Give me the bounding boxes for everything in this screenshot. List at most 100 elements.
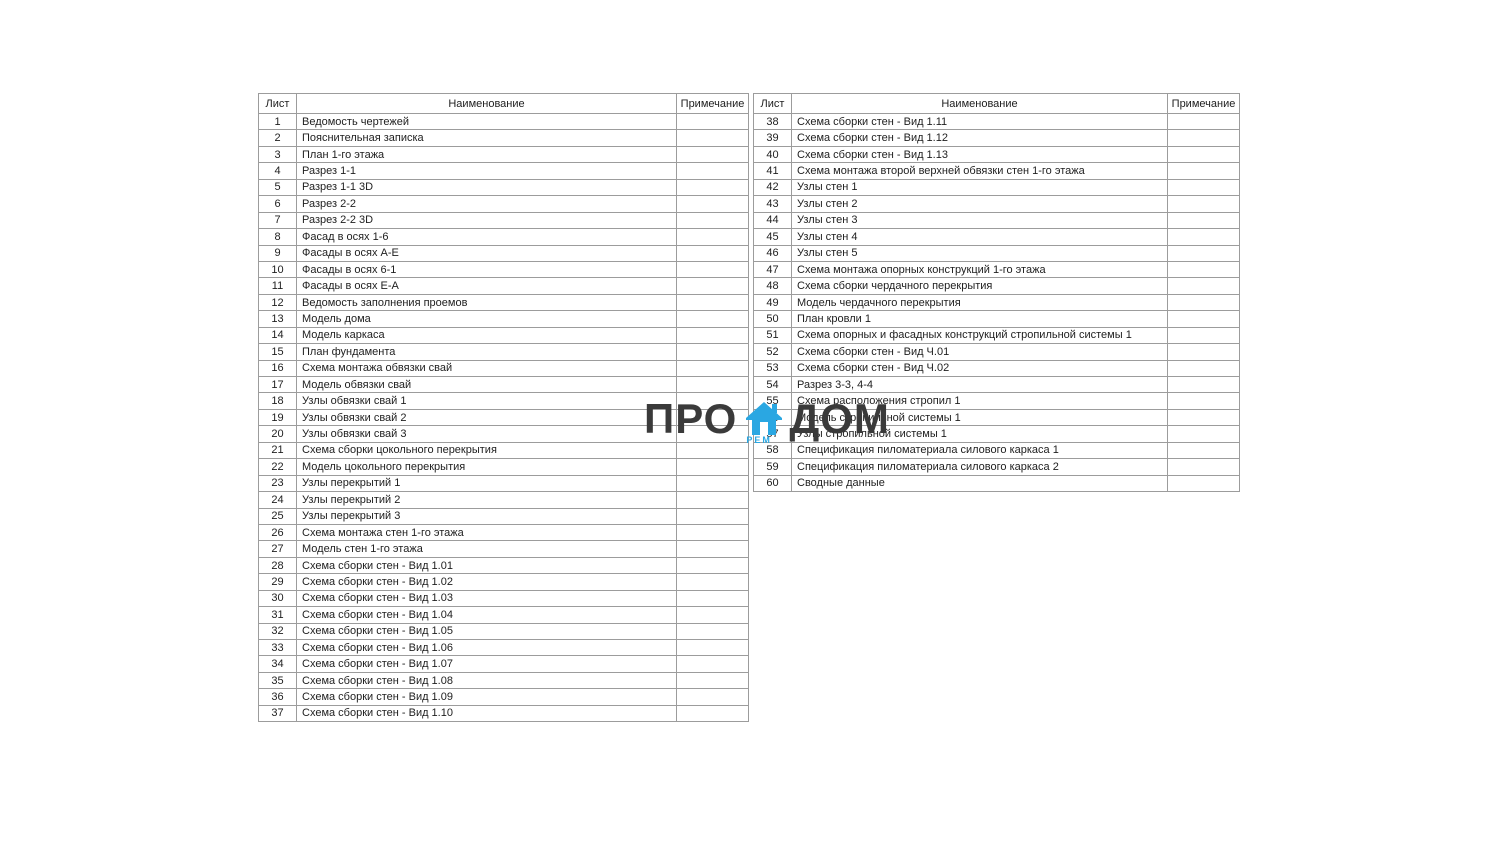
- table-row: 56 Модель стропильной системы 1: [753, 408, 1240, 427]
- table-row: 52 Схема сборки стен - Вид Ч.01: [753, 343, 1240, 361]
- sheet-name-cell: Схема опорных и фасадных конструкций стр…: [791, 326, 1168, 345]
- sheet-note-cell: [676, 277, 749, 295]
- table-row: 8 Фасад в осях 1-6: [258, 228, 749, 246]
- sheet-number-cell: 55: [753, 392, 792, 410]
- sheet-number-cell: 56: [753, 408, 792, 427]
- table-row: 32 Схема сборки стен - Вид 1.05: [258, 622, 749, 641]
- sheet-name-cell: Сводные данные: [791, 474, 1168, 493]
- table-row: 22 Модель цокольного перекрытия: [258, 458, 749, 476]
- sheet-number-cell: 7: [258, 211, 297, 230]
- sheet-name-cell: Схема сборки стен - Вид 1.09: [296, 688, 677, 706]
- sheet-number-cell: 18: [258, 392, 297, 410]
- sheet-note-cell: [1167, 129, 1240, 147]
- sheet-name-cell: Модель каркаса: [296, 326, 677, 345]
- sheet-name-cell: Схема сборки стен - Вид 1.07: [296, 655, 677, 673]
- sheet-note-cell: [1167, 178, 1240, 197]
- sheet-note-cell: [676, 112, 749, 131]
- sheet-number-cell: 60: [753, 474, 792, 493]
- sheet-number-cell: 58: [753, 441, 792, 460]
- sheet-number-cell: 26: [258, 523, 297, 542]
- sheet-note-cell: [676, 540, 749, 558]
- sheet-name-cell: Узлы перекрытий 3: [296, 507, 677, 525]
- sheet-name-cell: Фасад в осях 1-6: [296, 228, 677, 246]
- sheet-number-cell: 59: [753, 458, 792, 476]
- sheet-name-cell: Узлы стен 1: [791, 178, 1168, 197]
- sheet-note-cell: [676, 359, 749, 378]
- table-row: 36 Схема сборки стен - Вид 1.09: [258, 688, 749, 706]
- sheet-name-cell: Спецификация пиломатериала силового карк…: [791, 441, 1168, 460]
- sheet-number-cell: 29: [258, 573, 297, 591]
- sheet-number-cell: 25: [258, 507, 297, 525]
- sheet-name-cell: Схема сборки стен - Вид 1.10: [296, 704, 677, 723]
- sheet-note-cell: [1167, 458, 1240, 476]
- table-row: 6 Разрез 2-2: [258, 195, 749, 213]
- sheet-note-cell: [1167, 359, 1240, 378]
- sheet-note-cell: [1167, 474, 1240, 493]
- sheet-note-cell: [1167, 326, 1240, 345]
- table-row: 34 Схема сборки стен - Вид 1.07: [258, 655, 749, 673]
- sheet-name-cell: Узлы обвязки свай 2: [296, 408, 677, 427]
- table-row: 11 Фасады в осях Е-А: [258, 277, 749, 295]
- sheet-note-cell: [676, 491, 749, 509]
- table-row: 37 Схема сборки стен - Вид 1.10: [258, 704, 749, 723]
- sheet-number-cell: 21: [258, 441, 297, 460]
- sheet-note-cell: [1167, 162, 1240, 180]
- sheet-number-cell: 33: [258, 638, 297, 657]
- sheet-name-cell: Схема монтажа обвязки свай: [296, 359, 677, 378]
- table-row: 60 Сводные данные: [753, 474, 1240, 493]
- sheet-note-cell: [676, 392, 749, 410]
- sheet-name-cell: Разрез 2-2: [296, 195, 677, 213]
- sheet-note-cell: [676, 622, 749, 641]
- sheet-name-cell: Схема сборки стен - Вид Ч.02: [791, 359, 1168, 378]
- sheet-number-cell: 19: [258, 408, 297, 427]
- table-row: 35 Схема сборки стен - Вид 1.08: [258, 671, 749, 690]
- sheet-number-cell: 20: [258, 425, 297, 443]
- table-row: 1 Ведомость чертежей: [258, 112, 749, 131]
- sheet-name-cell: Пояснительная записка: [296, 129, 677, 147]
- sheet-number-cell: 10: [258, 260, 297, 279]
- sheet-number-cell: 23: [258, 474, 297, 493]
- sheet-name-cell: Схема сборки стен - Вид 1.12: [791, 129, 1168, 147]
- sheet-name-cell: Ведомость заполнения проемов: [296, 293, 677, 312]
- sheet-name-cell: Модель дома: [296, 310, 677, 328]
- sheet-note-cell: [676, 671, 749, 690]
- column-header-sheet: Лист: [258, 93, 297, 114]
- sheet-name-cell: Схема сборки чердачного перекрытия: [791, 277, 1168, 295]
- sheet-note-cell: [676, 211, 749, 230]
- sheet-note-cell: [1167, 293, 1240, 312]
- sheet-note-cell: [676, 589, 749, 608]
- table-row: 42 Узлы стен 1: [753, 178, 1240, 197]
- sheet-name-cell: Узлы обвязки свай 3: [296, 425, 677, 443]
- sheet-note-cell: [1167, 260, 1240, 279]
- sheet-name-cell: Схема монтажа опорных конструкций 1-го э…: [791, 260, 1168, 279]
- sheet-number-cell: 37: [258, 704, 297, 723]
- table-row: 47 Схема монтажа опорных конструкций 1-го…: [753, 260, 1240, 279]
- table-row: 59 Спецификация пиломатериала силового ка…: [753, 458, 1240, 476]
- table-row: 29 Схема сборки стен - Вид 1.02: [258, 573, 749, 591]
- sheet-note-cell: [676, 704, 749, 723]
- sheet-note-cell: [1167, 211, 1240, 230]
- sheet-number-cell: 13: [258, 310, 297, 328]
- sheet-number-cell: 48: [753, 277, 792, 295]
- sheet-name-cell: Модель чердачного перекрытия: [791, 293, 1168, 312]
- sheet-note-cell: [1167, 375, 1240, 394]
- sheet-note-cell: [1167, 408, 1240, 427]
- sheet-name-cell: Схема сборки стен - Вид 1.05: [296, 622, 677, 641]
- table-row: 54 Разрез 3-3, 4-4: [753, 375, 1240, 394]
- sheet-name-cell: Схема сборки стен - Вид 1.04: [296, 606, 677, 624]
- sheet-note-cell: [676, 260, 749, 279]
- sheet-name-cell: Спецификация пиломатериала силового карк…: [791, 458, 1168, 476]
- sheet-number-cell: 17: [258, 375, 297, 394]
- table-row: 38 Схема сборки стен - Вид 1.11: [753, 112, 1240, 131]
- table-row: 9 Фасады в осях А-Е: [258, 244, 749, 262]
- table-row: 26 Схема монтажа стен 1-го этажа: [258, 523, 749, 542]
- sheet-name-cell: Модель стропильной системы 1: [791, 408, 1168, 427]
- sheet-number-cell: 44: [753, 211, 792, 230]
- sheet-note-cell: [676, 655, 749, 673]
- sheet-name-cell: Узлы перекрытий 1: [296, 474, 677, 493]
- sheet-note-cell: [676, 228, 749, 246]
- sheet-name-cell: Узлы стен 2: [791, 195, 1168, 213]
- sheet-name-cell: Фасады в осях Е-А: [296, 277, 677, 295]
- table-row: 51 Схема опорных и фасадных конструкций с…: [753, 326, 1240, 345]
- sheet-note-cell: [676, 326, 749, 345]
